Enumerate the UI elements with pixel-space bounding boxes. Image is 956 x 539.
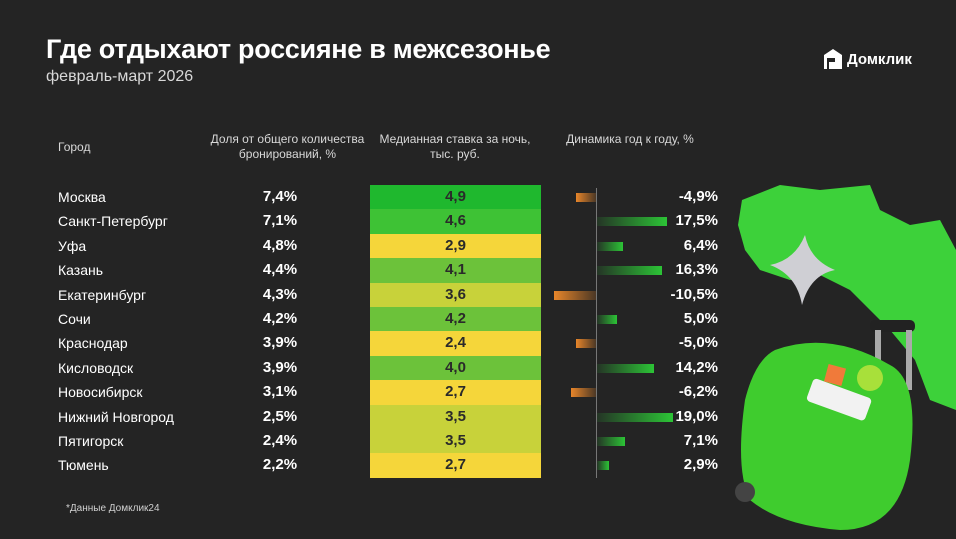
growth-bar bbox=[597, 363, 654, 373]
rate-cell: 2,9 bbox=[370, 233, 541, 259]
decline-bar bbox=[576, 193, 596, 202]
table-row: Москва 7,4% 4,9 -4,9% bbox=[0, 185, 730, 210]
dynamics-value: -5,0% bbox=[678, 334, 718, 352]
header-rate: Медианная ставка за ночь, тыс. руб. bbox=[379, 132, 531, 161]
dynamics-value: -6,2% bbox=[678, 383, 718, 401]
city-name: Санкт-Петербург bbox=[58, 213, 168, 230]
booking-share: 4,4% bbox=[262, 261, 298, 279]
city-name: Краснодар bbox=[58, 335, 128, 352]
booking-share: 2,2% bbox=[262, 456, 298, 474]
table-row: Новосибирск 3,1% 2,7 -6,2% bbox=[0, 380, 730, 405]
dynamics-value: 19,0% bbox=[675, 407, 718, 425]
table-row: Краснодар 3,9% 2,4 -5,0% bbox=[0, 331, 730, 356]
zero-axis bbox=[596, 188, 597, 478]
decline-bar bbox=[554, 290, 596, 300]
city-name: Екатеринбург bbox=[58, 286, 147, 303]
rate-cell: 2,4 bbox=[370, 331, 541, 356]
dynamics-value: 5,0% bbox=[683, 310, 718, 327]
booking-share: 3,1% bbox=[262, 383, 298, 401]
booking-share: 3,9% bbox=[262, 334, 298, 352]
booking-share: 2,5% bbox=[262, 407, 298, 425]
table-row: Уфа 4,8% 2,9 6,4% bbox=[0, 233, 730, 259]
growth-bar bbox=[597, 217, 667, 227]
table-row: Нижний Новгород 2,5% 3,5 19,0% bbox=[0, 404, 730, 429]
header-city: Город bbox=[58, 140, 91, 154]
rate-cell: 2,7 bbox=[370, 453, 541, 478]
dynamics-value: -4,9% bbox=[678, 188, 718, 205]
sticker-logo bbox=[806, 378, 872, 421]
booking-share: 4,8% bbox=[262, 236, 298, 254]
city-name: Новосибирск bbox=[58, 384, 143, 401]
rate-cell: 2,7 bbox=[370, 380, 541, 405]
sparkle-icon bbox=[770, 235, 835, 305]
rate-cell: 4,1 bbox=[370, 258, 541, 283]
decline-bar bbox=[576, 339, 596, 349]
page-subtitle: февраль-март 2026 bbox=[46, 68, 194, 85]
booking-share: 3,9% bbox=[262, 358, 298, 376]
rate-cell: 3,6 bbox=[370, 282, 541, 307]
growth-bar bbox=[597, 315, 617, 324]
dynamics-value: 16,3% bbox=[675, 261, 718, 279]
booking-share: 7,1% bbox=[262, 212, 298, 230]
city-name: Тюмень bbox=[58, 457, 109, 474]
booking-share: 4,2% bbox=[262, 310, 298, 327]
decline-bar bbox=[571, 388, 596, 398]
rate-cell: 3,5 bbox=[370, 404, 541, 429]
dynamics-value: 17,5% bbox=[675, 212, 718, 230]
dynamics-value: -10,5% bbox=[670, 285, 718, 303]
growth-bar bbox=[597, 241, 623, 251]
domclick-logo: Домклик bbox=[823, 48, 912, 70]
header-dynamics: Динамика год к году, % bbox=[566, 132, 694, 146]
city-name: Кисловодск bbox=[58, 359, 134, 376]
city-name: Пятигорск bbox=[58, 433, 124, 449]
growth-bar bbox=[597, 461, 609, 471]
booking-share: 7,4% bbox=[262, 188, 298, 205]
suitcase-handle bbox=[870, 320, 915, 332]
rate-cell: 3,5 bbox=[370, 429, 541, 454]
city-name: Сочи bbox=[58, 311, 91, 327]
dynamics-value: 7,1% bbox=[683, 432, 718, 449]
rate-cell: 4,2 bbox=[370, 307, 541, 332]
rate-cell: 4,6 bbox=[370, 209, 541, 234]
booking-share: 4,3% bbox=[262, 285, 298, 303]
dynamics-value: 2,9% bbox=[683, 456, 718, 474]
table-row: Тюмень 2,2% 2,7 2,9% bbox=[0, 453, 730, 478]
russia-map bbox=[738, 185, 956, 410]
logo-text: Домклик bbox=[847, 50, 912, 68]
rate-cell: 4,9 bbox=[370, 185, 541, 210]
growth-bar bbox=[597, 412, 673, 422]
city-name: Нижний Новгород bbox=[58, 408, 174, 425]
table-row: Санкт-Петербург 7,1% 4,6 17,5% bbox=[0, 209, 730, 234]
dynamics-value: 14,2% bbox=[675, 358, 718, 376]
table-row: Кисловодск 3,9% 4,0 14,2% bbox=[0, 355, 730, 381]
growth-bar bbox=[597, 266, 663, 276]
table-row: Пятигорск 2,4% 3,5 7,1% bbox=[0, 429, 730, 454]
table-row: Сочи 4,2% 4,2 5,0% bbox=[0, 307, 730, 332]
rate-cell: 4,0 bbox=[370, 355, 541, 381]
booking-share: 2,4% bbox=[262, 432, 298, 449]
house-icon bbox=[824, 49, 842, 69]
city-name: Казань bbox=[58, 262, 104, 279]
growth-bar bbox=[597, 437, 626, 446]
header-share: Доля от общего количества бронирований, … bbox=[210, 132, 365, 161]
suitcase-map-illustration bbox=[735, 185, 956, 530]
city-name: Уфа bbox=[58, 237, 87, 254]
footnote: *Данные Домклик24 bbox=[66, 503, 160, 514]
table-row: Екатеринбург 4,3% 3,6 -10,5% bbox=[0, 282, 730, 307]
page-title: Где отдыхают россияне в межсезонье bbox=[46, 34, 551, 64]
dynamics-value: 6,4% bbox=[683, 236, 718, 254]
table-row: Казань 4,4% 4,1 16,3% bbox=[0, 258, 730, 283]
city-name: Москва bbox=[58, 189, 106, 205]
suitcase bbox=[741, 342, 913, 530]
